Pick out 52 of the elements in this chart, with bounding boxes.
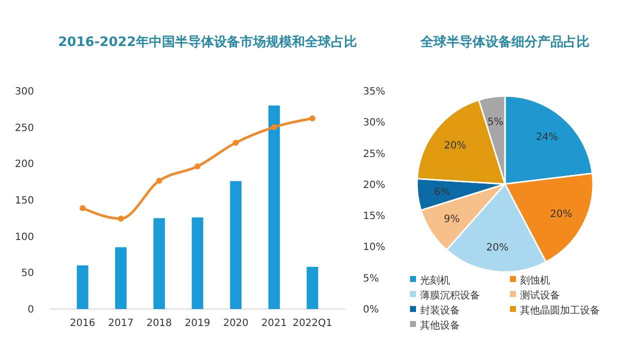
bar — [192, 217, 204, 309]
y-tick-label: 200 — [14, 159, 34, 170]
data-label: 5% — [488, 116, 504, 128]
point — [232, 140, 239, 146]
x-tick-label: 2017 — [108, 318, 134, 329]
y-tick-label: 100 — [14, 232, 34, 243]
legend-label: 薄膜沉积设备 — [420, 290, 480, 302]
point — [156, 178, 162, 184]
chart-title: 全球半导体设备细分产品占比 — [420, 34, 590, 50]
y2-tick-label: 5% — [363, 273, 379, 284]
point — [118, 216, 124, 222]
bar — [153, 218, 165, 309]
point — [194, 163, 200, 170]
y-tick-label: 300 — [14, 86, 34, 98]
legend-label: 其他设备 — [420, 320, 460, 332]
point — [309, 115, 316, 122]
y2-tick-label: 30% — [363, 118, 386, 129]
bar — [76, 265, 88, 309]
legend-label: 光刻机 — [420, 274, 450, 286]
y2-tick-label: 25% — [363, 148, 386, 160]
legend-label: 刻蚀机 — [520, 274, 550, 286]
y-tick-label: 0 — [28, 304, 34, 316]
y2-tick-label: 15% — [363, 211, 386, 222]
legend-label: 其他晶圆加工设备 — [520, 304, 600, 316]
y2-tick-label: 0% — [363, 304, 379, 316]
x-tick-label: 2018 — [146, 318, 172, 329]
y2-tick-label: 35% — [363, 86, 386, 98]
data-label: 20% — [486, 242, 508, 254]
data-label: 9% — [444, 214, 460, 225]
data-label: 20% — [444, 140, 466, 152]
bar — [115, 247, 127, 309]
chart-title: 2016-2022年中国半导体设备市场规模和全球占比 — [58, 34, 357, 50]
y2-tick-label: 10% — [363, 242, 386, 254]
x-tick-label: 2021 — [261, 318, 287, 329]
bar — [230, 181, 242, 309]
legend-label: 测试设备 — [520, 290, 560, 302]
y-tick-label: 50 — [21, 268, 34, 280]
bar — [268, 106, 280, 309]
point — [80, 205, 86, 212]
x-tick-label: 2016 — [70, 318, 96, 329]
x-tick-label: 2019 — [184, 318, 210, 329]
x-tick-label: 2020 — [223, 318, 249, 329]
bar — [306, 266, 318, 309]
y-tick-label: 250 — [14, 122, 34, 134]
data-label: 6% — [434, 187, 450, 198]
data-label: 24% — [536, 132, 558, 144]
legend-label: 封装设备 — [420, 304, 460, 316]
data-label: 20% — [550, 208, 572, 220]
point — [271, 124, 278, 130]
y2-tick-label: 20% — [363, 180, 386, 191]
y-tick-label: 150 — [14, 196, 34, 206]
x-tick-label: 2022Q1 — [292, 318, 332, 329]
